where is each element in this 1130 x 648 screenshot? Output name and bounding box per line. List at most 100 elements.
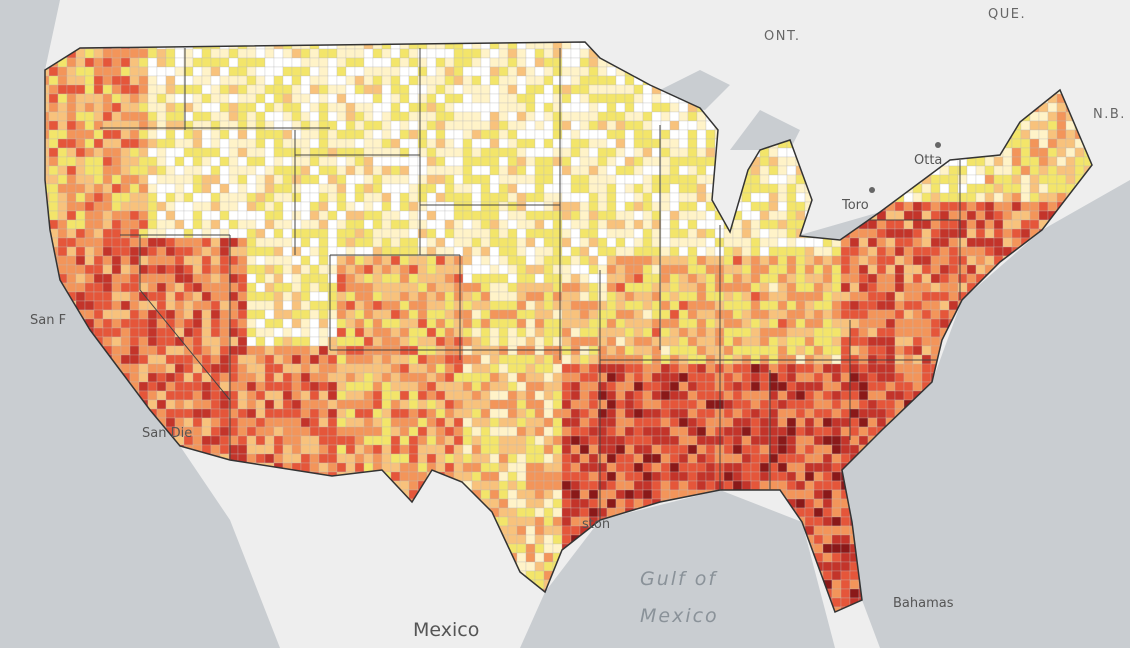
county bbox=[561, 273, 572, 284]
county bbox=[678, 282, 689, 293]
county bbox=[426, 174, 437, 185]
county bbox=[75, 210, 86, 221]
county bbox=[516, 309, 527, 320]
county bbox=[435, 363, 446, 374]
county bbox=[273, 201, 284, 212]
county bbox=[354, 372, 365, 383]
county bbox=[246, 174, 257, 185]
county bbox=[534, 390, 545, 401]
county bbox=[309, 228, 320, 239]
county bbox=[543, 66, 554, 77]
county bbox=[417, 381, 428, 392]
county bbox=[372, 381, 383, 392]
county bbox=[102, 138, 113, 149]
county bbox=[966, 255, 977, 266]
county bbox=[615, 363, 626, 374]
county bbox=[291, 327, 302, 338]
county bbox=[84, 210, 95, 221]
county bbox=[462, 120, 473, 131]
county bbox=[453, 120, 464, 131]
county bbox=[498, 372, 509, 383]
county bbox=[75, 66, 86, 77]
county bbox=[246, 336, 257, 347]
county bbox=[336, 273, 347, 284]
county bbox=[543, 264, 554, 275]
county bbox=[363, 354, 374, 365]
county bbox=[408, 192, 419, 203]
county bbox=[381, 219, 392, 230]
county bbox=[642, 345, 653, 356]
county bbox=[354, 300, 365, 311]
county bbox=[192, 156, 203, 167]
county bbox=[282, 219, 293, 230]
county bbox=[633, 309, 644, 320]
county bbox=[84, 57, 95, 68]
county bbox=[246, 417, 257, 428]
county bbox=[750, 210, 761, 221]
county bbox=[120, 363, 131, 374]
county bbox=[633, 120, 644, 131]
county bbox=[273, 66, 284, 77]
county bbox=[246, 246, 257, 257]
county bbox=[624, 147, 635, 158]
county bbox=[57, 66, 68, 77]
county bbox=[102, 102, 113, 113]
county bbox=[525, 219, 536, 230]
county bbox=[255, 354, 266, 365]
county bbox=[111, 300, 122, 311]
county bbox=[255, 84, 266, 95]
county bbox=[516, 399, 527, 410]
county bbox=[606, 165, 617, 176]
county bbox=[291, 309, 302, 320]
county bbox=[570, 318, 581, 329]
county bbox=[471, 282, 482, 293]
county bbox=[57, 84, 68, 95]
county bbox=[309, 111, 320, 122]
county bbox=[588, 336, 599, 347]
county bbox=[579, 219, 590, 230]
county bbox=[525, 237, 536, 248]
county bbox=[660, 399, 671, 410]
county bbox=[480, 291, 491, 302]
county bbox=[669, 237, 680, 248]
county bbox=[372, 66, 383, 77]
county bbox=[660, 210, 671, 221]
county bbox=[633, 147, 644, 158]
county bbox=[1029, 201, 1040, 212]
county bbox=[354, 318, 365, 329]
county bbox=[651, 363, 662, 374]
county bbox=[552, 363, 563, 374]
county bbox=[372, 183, 383, 194]
county bbox=[255, 228, 266, 239]
county bbox=[471, 219, 482, 230]
county bbox=[138, 201, 149, 212]
county bbox=[399, 120, 410, 131]
county bbox=[300, 345, 311, 356]
county bbox=[858, 408, 869, 419]
county bbox=[66, 120, 77, 131]
county bbox=[237, 309, 248, 320]
county bbox=[921, 210, 932, 221]
county bbox=[435, 102, 446, 113]
county bbox=[930, 183, 941, 194]
county bbox=[228, 138, 239, 149]
county bbox=[66, 228, 77, 239]
county bbox=[480, 354, 491, 365]
county bbox=[561, 291, 572, 302]
county bbox=[1002, 201, 1013, 212]
county bbox=[192, 273, 203, 284]
county bbox=[642, 408, 653, 419]
county bbox=[138, 138, 149, 149]
county bbox=[507, 309, 518, 320]
county bbox=[651, 111, 662, 122]
county bbox=[408, 237, 419, 248]
county bbox=[309, 210, 320, 221]
county bbox=[777, 165, 788, 176]
county bbox=[777, 210, 788, 221]
county bbox=[444, 228, 455, 239]
county bbox=[111, 183, 122, 194]
county bbox=[444, 93, 455, 104]
county bbox=[1029, 219, 1040, 230]
county bbox=[300, 354, 311, 365]
county bbox=[282, 120, 293, 131]
